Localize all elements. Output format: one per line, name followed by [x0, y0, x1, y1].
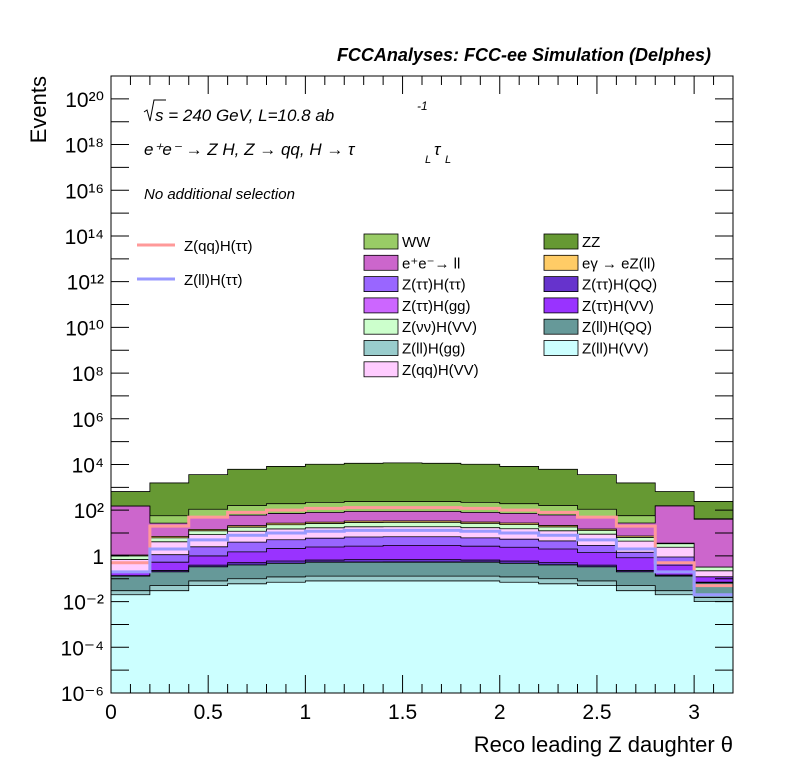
- figure-title: FCCAnalyses: FCC-ee Simulation (Delphes): [337, 45, 711, 65]
- legend-swatch-z-qq-h-vv: [363, 361, 399, 378]
- legend-swatch-e-e-ll: [363, 254, 399, 271]
- legend-swatch-z-h-qq: [543, 276, 579, 293]
- legend-label-ww: WW: [402, 234, 431, 251]
- y-tick-label: 10²⁰: [65, 89, 104, 112]
- legend-label-z-ll-h-qq: Z(ll)H(QQ): [582, 319, 652, 336]
- signal-z-ll-h: [111, 528, 733, 597]
- y-axis-title: Events: [26, 76, 51, 143]
- legend-label-zqq-htautau: Z(qq)H(ττ): [184, 238, 253, 255]
- x-axis: 0 0.5 1 1.5 2 2.5 3: [105, 76, 715, 724]
- x-tick-label: 0.5: [194, 701, 223, 724]
- legend-swatch-z-ll-h-qq: [543, 318, 579, 335]
- stacked-histogram: [110, 462, 734, 694]
- x-tick-label: 3: [688, 701, 700, 724]
- legend-swatch-z-ll-h-vv: [543, 340, 579, 356]
- x-tick-label: 2.5: [582, 701, 611, 724]
- y-tick-label: 10²: [74, 500, 104, 523]
- legend-label-z-h-qq: Z(ττ)H(QQ): [582, 277, 657, 294]
- legend-label-z-h-vv: Z(ττ)H(VV): [582, 298, 654, 315]
- y-tick-label: 10¹²: [67, 272, 104, 295]
- y-tick-label: 10¹⁶: [65, 180, 104, 203]
- x-tick-label: 1: [300, 701, 312, 724]
- legend-swatch-z-ll-h-gg: [363, 340, 399, 356]
- legend-swatch-e-ez-ll: [543, 254, 579, 271]
- y-tick-label: 1: [92, 546, 104, 569]
- lumi-exponent: -1: [417, 99, 428, 113]
- legend-swatch-zz: [543, 233, 579, 250]
- tau2-subscript: L: [445, 154, 451, 166]
- signal-lines: [111, 506, 733, 597]
- x-tick-label: 1.5: [388, 701, 417, 724]
- y-tick-label: 10⁶: [72, 409, 104, 432]
- legend-label-z-h: Z(ττ)H(ττ): [402, 277, 466, 294]
- y-axis: 10⁻⁶ 10⁻⁴ 10⁻² 1 10² 10⁴ 10⁶ 10⁸ 10¹⁰ 10¹² 10¹⁴ 10¹…: [61, 75, 733, 706]
- process-text: e⁺e⁻ → Z H, Z → qq, H → τ: [144, 140, 356, 159]
- legend-swatch-z-h-vv: [363, 318, 399, 335]
- tau1-subscript: L: [425, 154, 431, 166]
- legend-label-z-h-vv: Z(νν)H(VV): [402, 319, 477, 336]
- sqrt-icon: [143, 99, 166, 122]
- legend-label-z-ll-h-vv: Z(ll)H(VV): [582, 341, 649, 358]
- selection-text: No additional selection: [144, 186, 295, 203]
- x-tick-label: 2: [494, 701, 506, 724]
- annotation-block: s = 240 GeV, L=10.8 ab -1 e⁺e⁻ → Z H, Z …: [143, 99, 451, 203]
- legend-swatch-ww: [363, 233, 399, 250]
- y-tick-label: 10⁸: [72, 363, 104, 386]
- legend-label-z-h-gg: Z(ττ)H(gg): [402, 298, 471, 315]
- signal-legend: Z(qq)H(ττ) Z(ll)H(ττ): [137, 238, 253, 289]
- legend-label-zz: ZZ: [582, 234, 600, 251]
- legend-label-z-qq-h-vv: Z(qq)H(VV): [402, 362, 479, 379]
- legend-swatch-z-h-gg: [363, 297, 399, 314]
- legend-label-e-e-ll: e⁺e⁻→ ll: [402, 255, 460, 272]
- y-tick-label: 10⁻²: [63, 592, 104, 615]
- background-legend: WW e⁺e⁻→ ll Z(ττ)H(ττ) Z(ττ)H(gg) Z(νν)H(VV)…: [363, 233, 657, 379]
- x-axis-title: Reco leading Z daughter θ: [474, 732, 733, 757]
- y-tick-label: 10¹⁴: [65, 226, 104, 249]
- legend-label-zll-htautau: Z(ll)H(ττ): [184, 272, 243, 289]
- legend-label-e-ez-ll: eγ → eZ(ll): [582, 255, 655, 272]
- y-tick-label: 10⁻⁶: [61, 683, 104, 706]
- y-tick-label: 10⁴: [72, 454, 104, 477]
- legend-label-z-ll-h-gg: Z(ll)H(gg): [402, 341, 465, 358]
- legend-swatch-z-h-vv: [543, 297, 579, 314]
- legend-swatch-z-h: [363, 276, 399, 293]
- hist-z-ll-h-vv: [110, 580, 734, 694]
- y-tick-label: 10⁻⁴: [61, 637, 104, 660]
- y-tick-label: 10¹⁸: [65, 135, 104, 158]
- tau2-text: τ: [434, 140, 442, 159]
- signal-z-qq-h: [111, 506, 733, 588]
- y-tick-label: 10¹⁰: [65, 317, 104, 340]
- energy-lumi-text: s = 240 GeV, L=10.8 ab: [155, 106, 334, 125]
- x-tick-label: 0: [105, 701, 117, 724]
